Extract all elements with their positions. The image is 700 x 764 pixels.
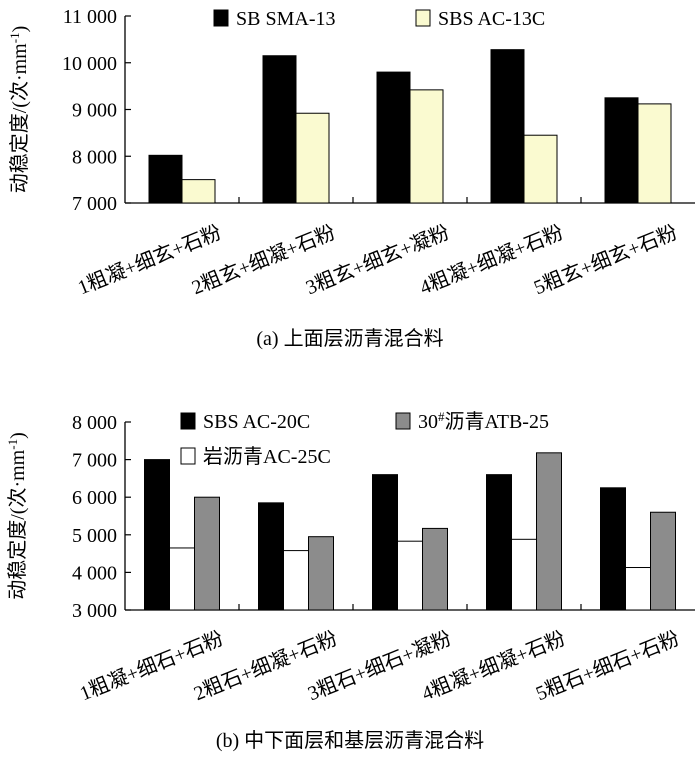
y-axis-title-close: ) bbox=[7, 432, 29, 439]
bar bbox=[376, 71, 411, 204]
y-tick-label: 7 000 bbox=[72, 450, 117, 472]
y-axis-title-close: ) bbox=[9, 26, 31, 33]
legend-swatch bbox=[180, 412, 196, 430]
bar bbox=[372, 474, 398, 611]
legend-swatch bbox=[395, 412, 411, 430]
bar bbox=[536, 452, 562, 611]
y-axis-title: 动稳定度/(次·mm-1) bbox=[5, 432, 30, 600]
bar bbox=[422, 527, 448, 611]
legend-swatch bbox=[180, 447, 196, 465]
legend-label: SBS AC-13C bbox=[438, 8, 545, 30]
y-axis-title-sup: -1 bbox=[7, 32, 22, 43]
y-tick-label: 7 000 bbox=[72, 193, 117, 215]
legend-label: SBS AC-20C bbox=[203, 411, 310, 433]
legend-swatch bbox=[213, 9, 229, 27]
legend-swatch bbox=[415, 9, 431, 27]
legend-label-rest: 沥青ATB-25 bbox=[445, 410, 549, 433]
bar bbox=[486, 474, 512, 611]
bar bbox=[523, 134, 558, 204]
legend-label-base: 30 bbox=[418, 411, 438, 433]
chart-caption: (b) 中下面层和基层沥青混合料 bbox=[216, 729, 484, 752]
legend-label: 30#沥青ATB-25 bbox=[418, 409, 549, 434]
bar bbox=[144, 459, 170, 611]
bar bbox=[262, 55, 297, 204]
y-axis-title-sup: -1 bbox=[5, 439, 20, 450]
y-tick-label: 5 000 bbox=[72, 525, 117, 547]
bar bbox=[511, 538, 537, 611]
y-axis-title-main: 动稳定度/(次·mm bbox=[6, 449, 29, 599]
bar bbox=[148, 154, 183, 204]
bar bbox=[258, 502, 284, 611]
bar bbox=[169, 547, 195, 611]
bar bbox=[625, 567, 651, 611]
legend-label-sup: # bbox=[438, 409, 445, 424]
y-tick-label: 8 000 bbox=[72, 146, 117, 168]
bar bbox=[295, 112, 330, 204]
y-tick-label: 11 000 bbox=[63, 6, 117, 28]
y-tick-label: 4 000 bbox=[72, 562, 117, 584]
y-tick-label: 9 000 bbox=[72, 100, 117, 122]
y-tick-label: 3 000 bbox=[72, 600, 117, 622]
bar bbox=[397, 540, 423, 611]
bar bbox=[637, 103, 672, 204]
bar bbox=[604, 97, 639, 204]
y-tick-label: 10 000 bbox=[62, 53, 117, 75]
bar bbox=[409, 89, 444, 204]
y-axis-title-main: 动稳定度/(次·mm bbox=[8, 43, 31, 193]
bar bbox=[600, 487, 626, 611]
bar bbox=[308, 536, 334, 611]
bar bbox=[283, 550, 309, 611]
y-axis-title: 动稳定度/(次·mm-1) bbox=[7, 26, 32, 194]
legend-label: 岩沥青AC-25C bbox=[203, 445, 331, 468]
chart-caption: (a) 上面层沥青混合料 bbox=[256, 327, 443, 350]
bar bbox=[490, 49, 525, 204]
y-tick-label: 8 000 bbox=[72, 412, 117, 434]
bar bbox=[650, 511, 676, 611]
legend-label: SB SMA-13 bbox=[236, 8, 335, 30]
y-tick-label: 6 000 bbox=[72, 487, 117, 509]
bar bbox=[181, 179, 216, 204]
bar bbox=[194, 496, 220, 611]
